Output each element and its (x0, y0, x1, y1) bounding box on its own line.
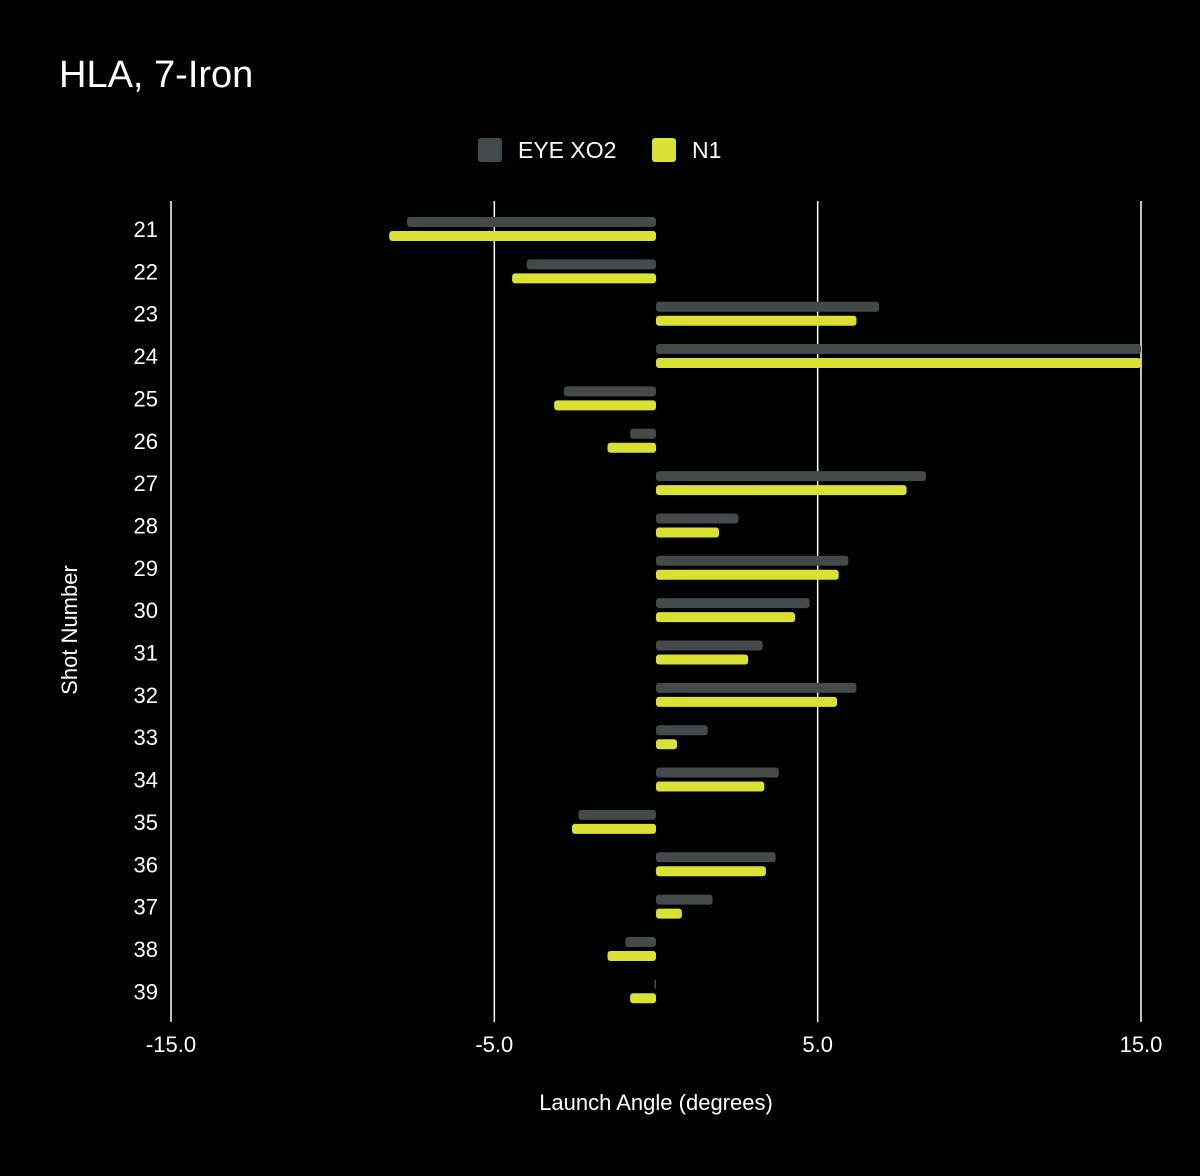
chart-title: HLA, 7-Iron (59, 54, 254, 96)
bar-series-1 (656, 640, 763, 651)
y-tick-label: 28 (134, 513, 158, 538)
bar-series-1 (656, 598, 810, 609)
y-tick-label: 30 (134, 598, 158, 623)
bar-series-1 (526, 259, 656, 270)
x-axis-label: Launch Angle (degrees) (539, 1090, 773, 1115)
bar-series-2 (656, 908, 682, 919)
legend-label-series-1: EYE XO2 (518, 136, 617, 163)
bar-series-1 (656, 555, 849, 566)
y-tick-label: 33 (134, 725, 158, 750)
bar-series-2 (607, 950, 656, 961)
bar-series-2 (571, 823, 656, 834)
y-tick-label: 34 (134, 768, 158, 793)
bar-series-1 (656, 301, 880, 312)
bar-series-1 (656, 767, 779, 778)
bar-series-2 (389, 231, 656, 241)
y-tick-label: 31 (134, 641, 158, 666)
y-axis-label: Shot Number (57, 565, 82, 695)
y-tick-label: 36 (134, 852, 158, 877)
legend-item-series-1[interactable]: EYE XO2 (478, 134, 616, 166)
bar-series-2 (630, 993, 656, 1004)
bar-series-2 (656, 485, 907, 496)
y-tick-label: 25 (134, 386, 158, 411)
legend-item-series-2[interactable]: N1 (652, 134, 721, 166)
bar-series-1 (656, 725, 708, 736)
bar-series-1 (656, 894, 713, 905)
bar-series-2 (607, 442, 656, 453)
y-tick-label: 29 (134, 556, 158, 581)
y-tick-label: 22 (134, 259, 158, 284)
y-tick-label: 27 (134, 471, 158, 496)
bar-series-2 (656, 358, 1141, 369)
y-tick-label: 39 (134, 979, 158, 1004)
y-tick-label: 37 (134, 895, 158, 920)
y-tick-label: 38 (134, 937, 158, 962)
bar-series-2 (554, 400, 656, 411)
bar-series-1 (578, 809, 656, 820)
bar-series-2 (656, 654, 749, 665)
bar-series-1 (625, 936, 656, 947)
legend: EYE XO2 N1 (0, 134, 1200, 166)
bar-series-1 (656, 471, 926, 482)
bar-series-1 (654, 979, 656, 990)
legend-swatch-series-2 (652, 138, 676, 162)
x-tick-label: 5.0 (802, 1032, 833, 1057)
bar-series-2 (512, 273, 656, 284)
y-tick-label: 21 (134, 217, 158, 242)
bar-series-2 (656, 696, 838, 707)
legend-label-series-2: N1 (692, 136, 722, 163)
bar-series-1 (563, 386, 656, 397)
x-tick-label: 15.0 (1120, 1032, 1163, 1057)
y-tick-label: 23 (134, 302, 158, 327)
bar-series-1 (630, 428, 656, 439)
bar-series-1 (656, 682, 857, 693)
bar-series-2 (656, 612, 796, 623)
bar-series-1 (656, 852, 776, 863)
bar-series-1 (407, 217, 656, 227)
y-tick-label: 32 (134, 683, 158, 708)
x-tick-label: -5.0 (475, 1032, 513, 1057)
bar-series-2 (656, 315, 857, 326)
y-tick-label: 24 (134, 344, 158, 369)
bar-series-1 (656, 513, 739, 524)
legend-swatch-series-1 (478, 138, 502, 162)
bar-series-2 (656, 866, 766, 877)
bar-series-1 (656, 344, 1141, 355)
x-tick-label: -15.0 (146, 1032, 196, 1057)
bar-series-2 (656, 527, 720, 538)
y-tick-label: 35 (134, 810, 158, 835)
bar-series-2 (656, 781, 765, 792)
bar-series-2 (656, 569, 839, 580)
y-tick-label: 26 (134, 429, 158, 454)
bar-series-2 (656, 739, 678, 750)
